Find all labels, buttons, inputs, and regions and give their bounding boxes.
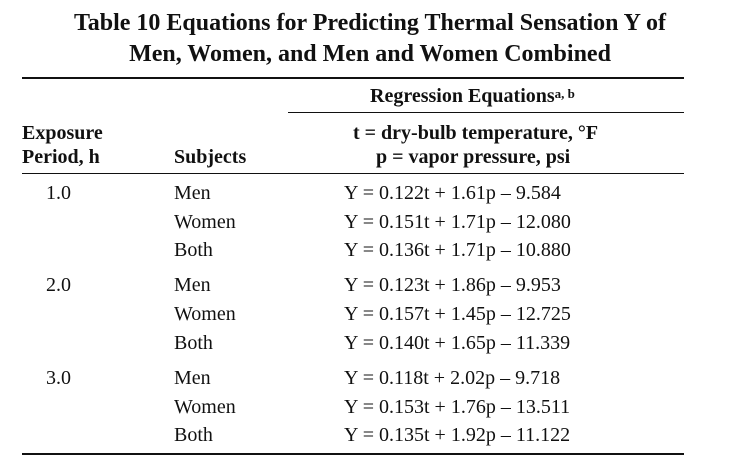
subject-cell: Women bbox=[174, 303, 236, 325]
top-rule bbox=[22, 77, 684, 79]
period-label: 2.0 bbox=[46, 274, 71, 296]
equation-cell: Y = 0.135t + 1.92p – 11.122 bbox=[344, 424, 571, 446]
equation-cell: Y = 0.136t + 1.71p – 10.880 bbox=[344, 239, 571, 261]
table-title-line-2: Men, Women, and Men and Women Combined bbox=[129, 41, 611, 67]
period-label: 3.0 bbox=[46, 367, 71, 389]
subject-cell: Men bbox=[174, 274, 211, 296]
col-subjects: Subjects bbox=[174, 146, 247, 168]
regression-header-label: Regression Equations bbox=[370, 85, 555, 107]
regression-footnote-marker: a, b bbox=[554, 86, 575, 101]
header-rule bbox=[22, 173, 684, 174]
subject-cell: Both bbox=[174, 239, 213, 261]
table-title-line-1: Table 10 Equations for Predicting Therma… bbox=[73, 10, 667, 36]
subject-cell: Men bbox=[174, 367, 211, 389]
equation-cell: Y = 0.118t + 2.02p – 9.718 bbox=[344, 367, 561, 389]
equation-cell: Y = 0.157t + 1.45p – 12.725 bbox=[344, 303, 571, 325]
definition-t: t = dry-bulb temperature, °F bbox=[353, 122, 599, 144]
subject-cell: Men bbox=[174, 182, 211, 204]
subject-cell: Women bbox=[174, 396, 236, 418]
equation-cell: Y = 0.151t + 1.71p – 12.080 bbox=[344, 211, 571, 233]
definition-p: p = vapor pressure, psi bbox=[376, 146, 571, 168]
subject-cell: Women bbox=[174, 211, 236, 233]
regression-header-rule bbox=[288, 112, 684, 113]
period-label: 1.0 bbox=[46, 182, 71, 204]
regression-header: Regression Equationsa, b bbox=[370, 84, 575, 108]
col-exposure-line-1: Exposure bbox=[22, 122, 103, 144]
equation-cell: Y = 0.140t + 1.65p – 11.339 bbox=[344, 332, 571, 354]
bottom-rule bbox=[22, 453, 684, 455]
equation-cell: Y = 0.122t + 1.61p – 9.584 bbox=[344, 182, 561, 204]
subject-cell: Both bbox=[174, 332, 213, 354]
equation-cell: Y = 0.153t + 1.76p – 13.511 bbox=[344, 396, 571, 418]
col-exposure-line-2: Period, h bbox=[22, 146, 100, 168]
equation-cell: Y = 0.123t + 1.86p – 9.953 bbox=[344, 274, 561, 296]
subject-cell: Both bbox=[174, 424, 213, 446]
